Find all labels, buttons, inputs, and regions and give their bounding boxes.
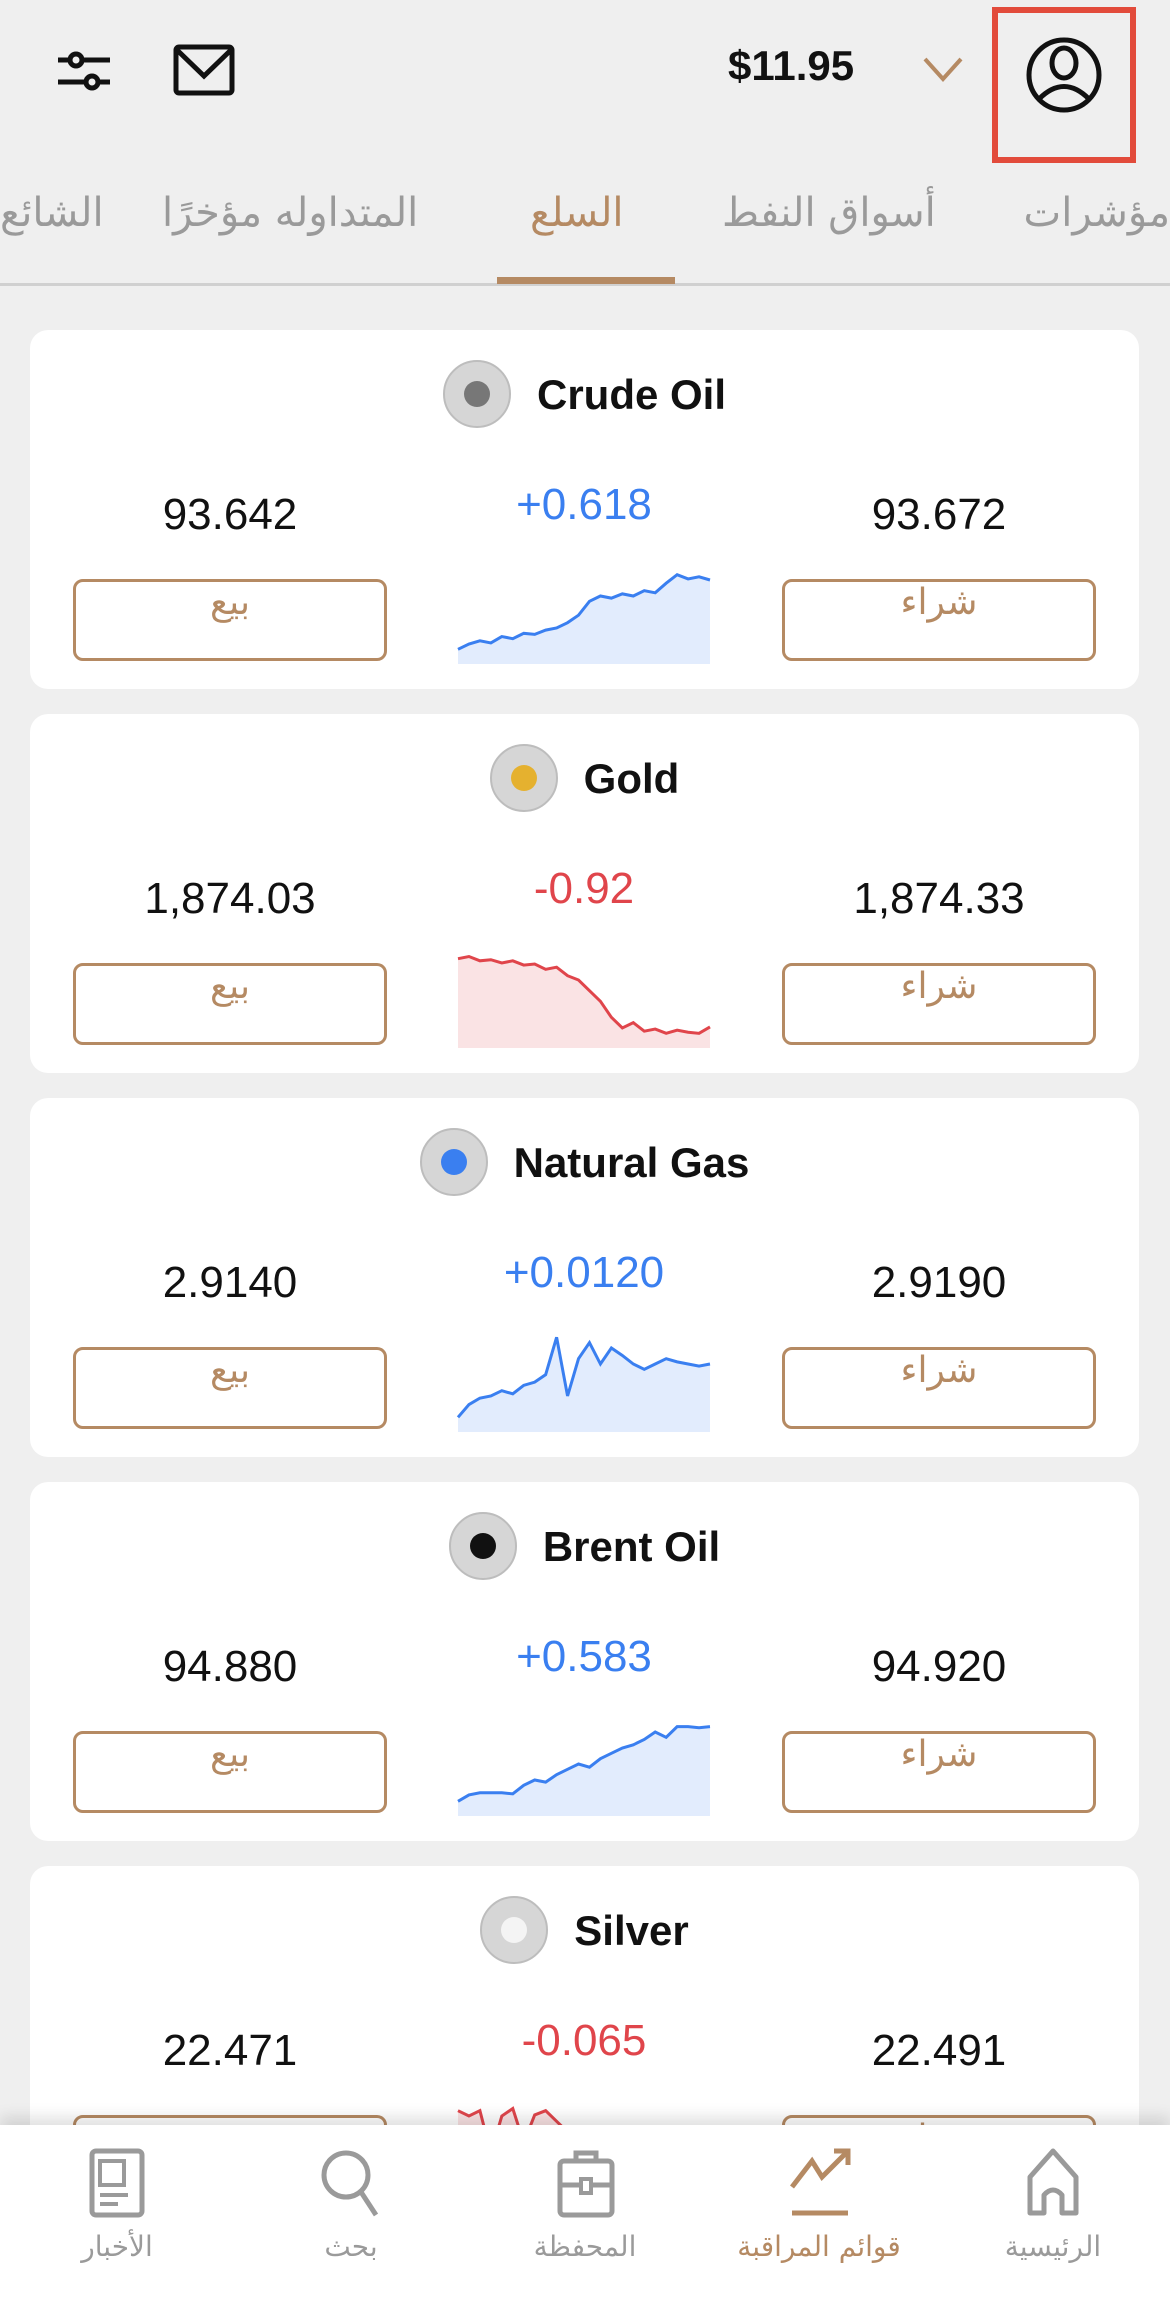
price-change: +0.0120 [503,1248,665,1297]
commodity-name: Brent Oil [542,1523,721,1571]
sell-button[interactable]: بيع [73,579,387,661]
buy-button[interactable]: شراء [782,1731,1096,1813]
nav-item-home[interactable]: الرئيسية [936,2125,1170,2323]
tab-oil-markets[interactable]: أسواق النفط [722,190,936,236]
sparkline-line [456,1336,711,1419]
sliders-icon[interactable] [56,48,112,94]
commodity-name: Silver [574,1907,689,1955]
nav-item-trending-chart[interactable]: قوائم المراقبة [702,2125,936,2323]
nav-label: المحفظة [533,2230,637,2263]
price-change: -0.92 [533,864,635,913]
search-icon [321,2150,379,2217]
buy-price: 93.672 [871,490,1007,539]
commodity-card[interactable]: Gold 1,874.03 -0.92 1,874.33 بيع شراء [30,714,1139,1073]
buy-price: 94.920 [871,1642,1007,1691]
tab-commodities[interactable]: السلع [530,190,624,236]
sell-button[interactable]: بيع [73,1731,387,1813]
sparkline-area [458,1337,710,1432]
commodity-name: Crude Oil [536,371,727,419]
sparkline-line [457,572,711,651]
balance-amount[interactable]: $11.95 [728,42,855,89]
silver-bars-icon [480,1896,549,1964]
sparkline-area [458,574,710,664]
nav-item-briefcase[interactable]: المحفظة [468,2125,702,2323]
sparkline-line [457,1725,711,1803]
briefcase-icon [557,2150,615,2218]
commodity-name: Natural Gas [513,1139,750,1187]
oil-drop-icon [442,360,511,428]
envelope-icon[interactable] [173,44,235,96]
buy-button[interactable]: شراء [782,1347,1096,1429]
sparkline-area [458,1726,710,1816]
commodity-name: Gold [583,755,680,803]
sell-price: 93.642 [162,490,298,539]
nav-label: الأخبار [81,2230,153,2263]
price-change: +0.618 [516,480,652,529]
buy-price: 2.9190 [871,1258,1007,1307]
sparkline-chart [457,1725,711,1816]
buy-button[interactable]: شراء [782,963,1096,1045]
sell-price: 94.880 [162,1642,298,1691]
tab-recently-traded[interactable]: المتداوله مؤخرًا [162,190,419,236]
gold-bars-icon [489,744,558,812]
buy-price: 22.491 [871,2026,1007,2075]
bottom-nav: الرئيسية قوائم المراقبة المحفظة بحث الأخبار [0,2125,1170,2323]
commodity-card[interactable]: Crude Oil 93.642 +0.618 93.672 بيع شراء [30,330,1139,689]
sparkline-line [457,954,711,1035]
nav-label: بحث [324,2230,378,2263]
commodity-card[interactable]: Natural Gas 2.9140 +0.0120 2.9190 بيع شر… [30,1098,1139,1457]
sparkline-chart [457,572,711,664]
sell-price: 22.471 [162,2026,298,2075]
price-change: +0.583 [516,1632,652,1681]
nav-label: قوائم المراقبة [737,2230,901,2263]
buy-price: 1,874.33 [853,874,1025,923]
sparkline-area [458,956,710,1048]
sell-price: 1,874.03 [144,874,316,923]
price-change: -0.065 [521,2016,647,2065]
buy-button[interactable]: شراء [782,579,1096,661]
nav-item-newspaper[interactable]: الأخبار [0,2125,234,2323]
sell-button[interactable]: بيع [73,963,387,1045]
sell-price: 2.9140 [162,1258,298,1307]
oil-drop-icon [448,1512,517,1580]
category-tabs: مؤشرات أسواق النفط السلع المتداوله مؤخرً… [0,180,1170,286]
sparkline-chart [456,1336,711,1432]
sparkline-chart [457,954,711,1048]
sell-button[interactable]: بيع [73,1347,387,1429]
active-tab-indicator [497,277,675,284]
tab-indices[interactable]: مؤشرات [1023,190,1170,236]
chevron-down-icon[interactable] [922,55,964,83]
trending-chart-icon [790,2148,851,2216]
gas-flame-icon [419,1128,488,1196]
profile-highlight [992,7,1136,163]
nav-item-search[interactable]: بحث [234,2125,468,2323]
home-icon [1027,2148,1079,2216]
nav-label: الرئيسية [1004,2230,1102,2263]
newspaper-icon [89,2148,145,2218]
user-circle-icon[interactable] [1025,36,1103,114]
commodity-card[interactable]: Brent Oil 94.880 +0.583 94.920 بيع شراء [30,1482,1139,1841]
tab-popular[interactable]: الشائع [0,190,104,236]
